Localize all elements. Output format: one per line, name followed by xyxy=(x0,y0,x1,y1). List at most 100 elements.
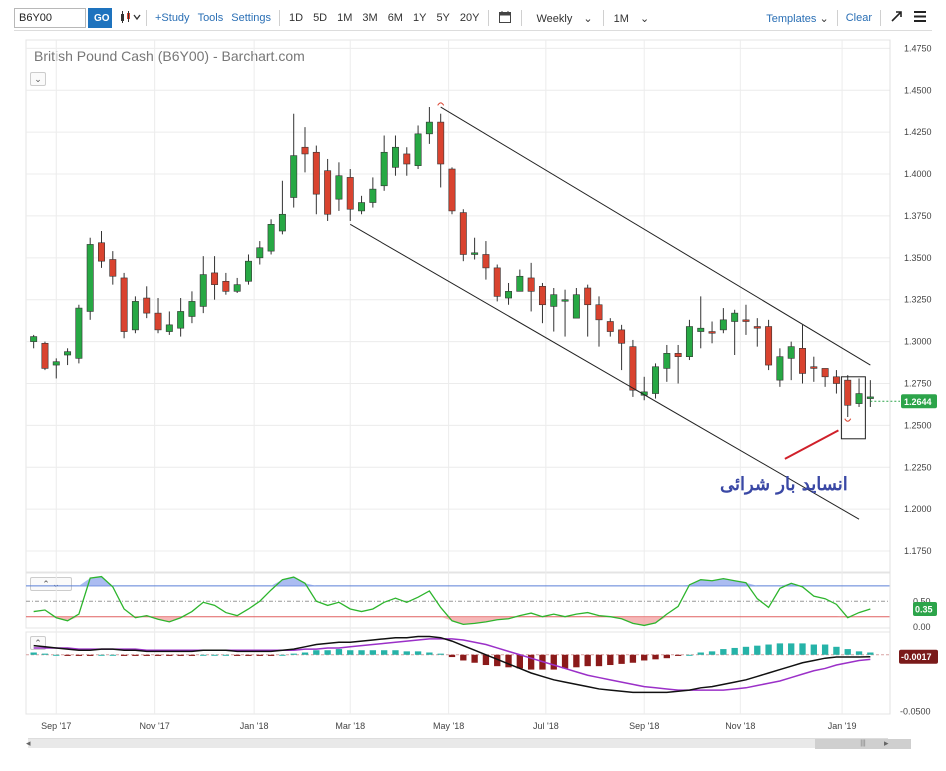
candle-body xyxy=(98,242,105,262)
macd-histogram-bar xyxy=(279,654,286,656)
collapse-macd-pane-button[interactable]: ⌃ xyxy=(30,636,46,650)
candle-body xyxy=(810,366,818,369)
candle-body xyxy=(41,342,49,369)
macd-histogram-bar xyxy=(41,653,49,655)
price-tick-label: 1.2750 xyxy=(904,378,932,388)
macd-value-badge xyxy=(899,649,938,664)
candle-body xyxy=(143,297,151,314)
macd-histogram-bar xyxy=(844,649,851,655)
x-tick-label: Nov '17 xyxy=(140,721,170,731)
candle-body xyxy=(369,188,377,203)
toolbar-divider xyxy=(880,10,881,26)
candle-body xyxy=(618,329,626,344)
candle-body xyxy=(471,252,479,255)
price-tick-label: 1.4250 xyxy=(904,127,932,137)
scroll-left-icon[interactable]: ◂ xyxy=(26,738,31,748)
macd-histogram-bar xyxy=(460,654,467,661)
candle-body xyxy=(30,336,38,342)
menu-icon[interactable] xyxy=(914,11,926,25)
clear-button[interactable]: Clear xyxy=(845,12,872,24)
candle-body xyxy=(459,212,467,255)
candle-body xyxy=(188,301,196,317)
go-button[interactable]: GO xyxy=(88,8,112,28)
scroll-right-icon[interactable]: ▸ xyxy=(884,738,889,748)
macd-histogram-bar xyxy=(200,654,207,656)
period-5d[interactable]: 5D xyxy=(313,12,328,24)
macd-histogram-bar xyxy=(30,652,37,655)
candle-body xyxy=(75,307,83,359)
period-1m[interactable]: 1M xyxy=(337,12,353,24)
candle-body xyxy=(199,274,207,307)
macd-histogram-bar xyxy=(505,654,512,668)
candle-body xyxy=(505,291,512,299)
collapse-price-pane-button[interactable]: ⌄ xyxy=(30,72,46,86)
macd-histogram-bar xyxy=(380,650,388,655)
candle-body xyxy=(742,319,750,322)
calendar-icon[interactable] xyxy=(499,10,512,26)
candle-body xyxy=(595,304,603,321)
candle-body xyxy=(52,361,60,366)
macd-histogram-bar xyxy=(369,650,377,655)
period-20y[interactable]: 20Y xyxy=(459,12,480,24)
macd-histogram-bar xyxy=(731,647,738,655)
candle-body xyxy=(832,376,840,384)
x-tick-label: Jan '18 xyxy=(240,721,269,731)
macd-histogram-bar xyxy=(867,652,874,655)
symbol-input[interactable] xyxy=(14,8,86,28)
scrollbar-thumb[interactable]: ||| xyxy=(815,739,911,749)
macd-histogram-bar xyxy=(188,654,196,656)
price-tick-label: 1.4750 xyxy=(904,43,932,53)
chart-toolbar: GO +Study Tools Settings 1D 5D 1M 3M 6M … xyxy=(14,6,932,31)
candle-body xyxy=(844,379,852,406)
macd-histogram-bar xyxy=(663,654,670,659)
timeline-scrollbar[interactable]: ||| xyxy=(28,738,911,749)
candle-body xyxy=(233,284,241,292)
macd-histogram-bar xyxy=(87,654,94,656)
candle-body xyxy=(663,353,671,369)
stochastic-tick-label: 0.50 xyxy=(913,596,931,606)
candlestick-type-icon[interactable] xyxy=(120,10,142,26)
macd-histogram-bar xyxy=(527,654,535,670)
macd-histogram-bar xyxy=(267,654,275,656)
range-dropdown[interactable]: 1M ⌄ xyxy=(614,12,650,25)
settings-button[interactable]: Settings xyxy=(231,12,271,24)
macd-histogram-bar xyxy=(132,654,139,656)
x-tick-label: Jul '18 xyxy=(533,721,559,731)
price-tick-label: 1.3000 xyxy=(904,337,932,347)
candle-body xyxy=(154,312,162,331)
candle-body xyxy=(335,175,343,200)
candle-body xyxy=(708,331,716,334)
macd-histogram-bar xyxy=(256,654,263,656)
candle-body xyxy=(697,327,705,332)
interval-dropdown[interactable]: Weekly ⌄ xyxy=(536,12,592,25)
candle-body xyxy=(572,294,580,319)
expand-icon[interactable] xyxy=(891,11,902,25)
interval-value: Weekly xyxy=(536,12,573,25)
candle-body xyxy=(131,301,139,331)
add-study-button[interactable]: +Study xyxy=(155,12,190,24)
period-5y[interactable]: 5Y xyxy=(436,12,450,24)
templates-dropdown[interactable]: Templates ⌄ xyxy=(766,12,828,25)
macd-histogram-bar xyxy=(595,654,603,667)
macd-histogram-bar xyxy=(426,652,433,655)
candle-body xyxy=(719,319,727,331)
macd-histogram-bar xyxy=(109,654,116,656)
macd-tick-label: -0.0500 xyxy=(900,707,931,717)
period-3m[interactable]: 3M xyxy=(362,12,378,24)
candle-body xyxy=(776,356,784,381)
period-6m[interactable]: 6M xyxy=(387,12,403,24)
macd-histogram-bar xyxy=(177,654,184,656)
candle-body xyxy=(527,277,535,292)
tools-button[interactable]: Tools xyxy=(197,12,224,24)
price-tick-label: 1.2250 xyxy=(904,462,932,472)
period-1y[interactable]: 1Y xyxy=(412,12,427,24)
macd-histogram-bar xyxy=(618,654,625,664)
toolbar-divider xyxy=(836,10,838,26)
toolbar-divider xyxy=(488,10,490,26)
candle-body xyxy=(482,254,490,269)
range-value: 1M xyxy=(613,12,629,25)
macd-histogram-bar xyxy=(742,646,750,655)
stochastic-pane-controls[interactable]: ⌃ ⌄ xyxy=(30,577,72,591)
period-1d[interactable]: 1D xyxy=(289,12,304,24)
